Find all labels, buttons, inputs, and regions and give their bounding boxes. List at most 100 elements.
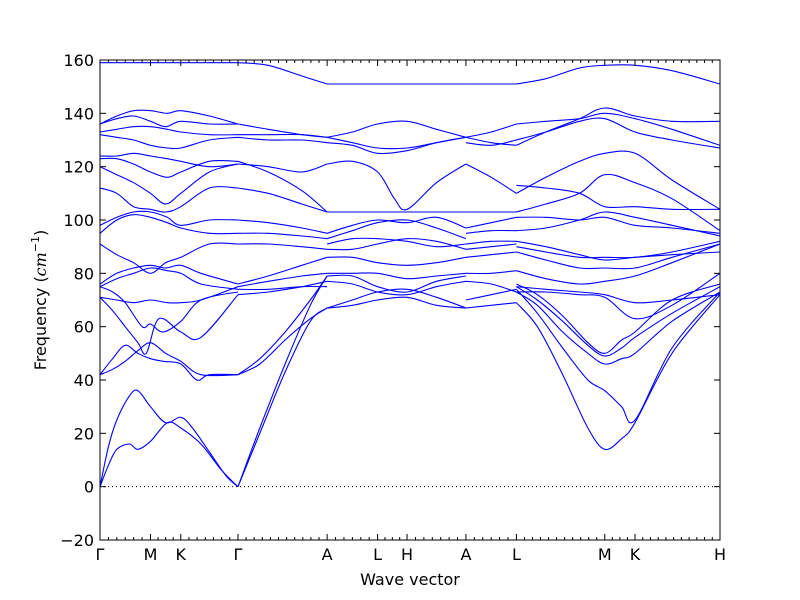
x-tick-label: L	[373, 545, 382, 564]
band-line-10	[100, 242, 239, 274]
y-tick-label: 160	[63, 51, 94, 70]
x-tick-label: H	[401, 545, 413, 564]
band-line-5	[100, 294, 239, 355]
band-line-58	[465, 280, 517, 293]
band-line-29	[237, 256, 328, 285]
band-line-2	[100, 421, 239, 488]
band-line-38	[237, 123, 328, 138]
band-line-43	[327, 274, 466, 293]
band-line-28	[237, 272, 328, 288]
band-line-35	[237, 160, 328, 213]
band-line-85	[516, 150, 720, 210]
band-line-24	[237, 307, 328, 376]
band-line-1	[100, 389, 239, 488]
band-line-15	[100, 157, 239, 178]
x-tick-label: H	[714, 545, 726, 564]
x-tick-label: Γ	[96, 545, 105, 564]
band-line-68	[465, 123, 517, 138]
x-tick-label: L	[512, 545, 521, 564]
band-line-64	[465, 216, 517, 229]
y-tick-labels: −20 0 20 40 60 80 100 120 140 160	[60, 51, 94, 550]
y-axis-label-unit: cm	[31, 252, 50, 276]
y-axis-label-text: Frequency (	[31, 276, 50, 370]
band-line-23	[237, 275, 328, 487]
band-line-25	[237, 275, 328, 376]
band-line-11	[100, 214, 239, 235]
plot-frame	[99, 59, 721, 541]
band-line-72	[515, 288, 720, 424]
band-line-52	[327, 136, 466, 155]
band-line-7	[100, 286, 239, 304]
band-line-14	[100, 163, 239, 205]
band-line-4	[100, 342, 239, 377]
band-line-88	[516, 107, 720, 146]
band-line-86	[516, 117, 720, 149]
band-line-19	[100, 115, 239, 128]
y-tick-label: 120	[63, 158, 94, 177]
band-line-87	[516, 112, 720, 146]
y-axis-label-exponent: −1	[29, 236, 42, 252]
band-line-53	[326, 136, 466, 150]
y-tick-label: −20	[60, 531, 94, 550]
x-tick-label: K	[176, 545, 187, 564]
band-line-54	[326, 120, 467, 138]
band-line-27	[237, 285, 328, 291]
band-line-84	[516, 173, 720, 232]
x-tick-label: A	[460, 545, 471, 564]
band-line-80	[516, 240, 720, 259]
y-tick-label: 20	[74, 424, 94, 443]
band-line-82	[516, 211, 720, 237]
x-axis-label: Wave vector	[360, 570, 460, 589]
band-line-79	[516, 243, 720, 270]
band-line-48	[326, 219, 467, 240]
band-line-12	[100, 210, 239, 226]
band-line-20	[100, 109, 239, 125]
band-line-40	[327, 296, 466, 309]
band-line-61	[465, 243, 517, 250]
band-line-26	[237, 280, 328, 296]
band-line-89	[516, 184, 720, 211]
band-line-60	[465, 251, 517, 258]
band-line-39	[237, 62, 328, 85]
band-line-42	[327, 280, 466, 296]
band-line-3	[100, 344, 239, 381]
y-axis-label-close: )	[31, 230, 50, 236]
band-line-81	[516, 240, 720, 261]
band-line-8	[100, 267, 239, 290]
band-line-75	[516, 283, 720, 354]
band-line-13	[100, 186, 239, 213]
y-tick-label: 40	[74, 371, 94, 390]
y-tick-label: 0	[84, 478, 94, 497]
band-line-66	[465, 163, 517, 194]
band-line-78	[516, 243, 720, 285]
band-line-67	[465, 139, 517, 146]
band-line-30	[237, 243, 328, 250]
band-line-62	[465, 240, 517, 245]
y-tick-label: 140	[63, 104, 94, 123]
x-tick-label: M	[598, 545, 612, 564]
band-line-77	[516, 286, 720, 304]
band-line-49	[326, 216, 467, 234]
band-line-46	[327, 238, 467, 251]
band-line-17	[100, 134, 239, 150]
band-line-51	[327, 160, 467, 211]
band-line-57	[465, 288, 517, 301]
band-line-71	[515, 294, 720, 451]
band-line-63	[465, 229, 517, 234]
band-line-33	[237, 187, 328, 213]
band-line-47	[326, 237, 466, 248]
band-line-41	[326, 288, 467, 309]
band-line-9	[100, 264, 239, 285]
band-line-45	[327, 256, 466, 266]
x-tick-label: K	[630, 545, 641, 564]
phonon-bands	[100, 62, 720, 488]
y-axis-label: Frequency (cm−1)	[29, 230, 50, 371]
x-tick-label: M	[144, 545, 158, 564]
band-line-18	[100, 125, 239, 136]
band-line-59	[465, 270, 517, 275]
axis-ticks	[99, 59, 721, 541]
y-tick-label: 60	[74, 318, 94, 337]
y-tick-label: 100	[63, 211, 94, 230]
x-tick-label: A	[322, 545, 333, 564]
